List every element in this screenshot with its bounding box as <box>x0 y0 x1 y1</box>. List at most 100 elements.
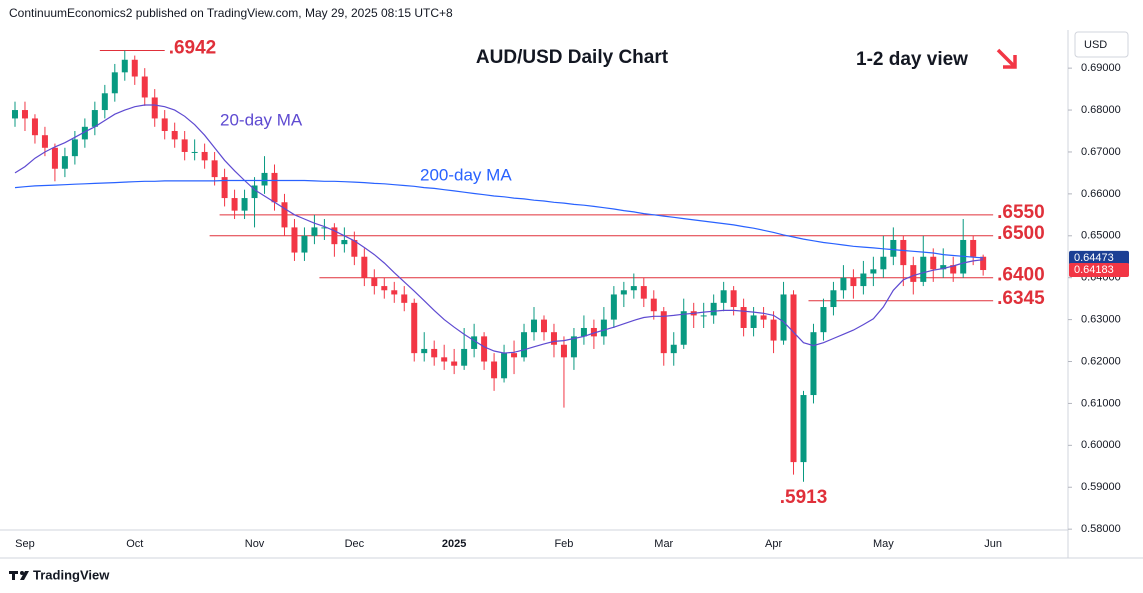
price-label: 0.64183 <box>1074 264 1114 276</box>
candle-body <box>710 302 717 316</box>
candle-body <box>191 151 198 153</box>
candle-body <box>540 319 547 333</box>
ma-line <box>14 104 984 354</box>
candle-body <box>51 147 58 169</box>
candle-body <box>121 59 128 73</box>
candle-body <box>890 239 897 257</box>
y-tick-label: 0.59000 <box>1081 481 1121 493</box>
candle-body <box>181 139 188 152</box>
candle-body <box>700 315 707 317</box>
candle-body <box>371 277 378 287</box>
price-label-box <box>1069 250 1129 265</box>
brand-logo <box>9 571 29 580</box>
candle-body <box>251 185 258 199</box>
price-label: 0.64473 <box>1074 252 1114 264</box>
candle-body <box>351 239 358 257</box>
candle-body <box>830 290 837 308</box>
candle-body <box>521 332 528 358</box>
candle-body <box>910 265 917 282</box>
publisher: ContinuumEconomics2 published on Trading… <box>9 6 453 20</box>
x-tick-label: Sep <box>15 538 35 550</box>
x-tick-label: Feb <box>554 538 573 550</box>
candle-body <box>590 327 597 337</box>
candle-body <box>930 256 937 270</box>
y-tick-label: 0.67000 <box>1081 146 1121 158</box>
candle-body <box>850 277 857 287</box>
candle-body <box>780 294 787 341</box>
candle-body <box>471 336 478 349</box>
candle-body <box>900 239 907 266</box>
candle-body <box>411 302 418 354</box>
candle-body <box>41 135 48 148</box>
candle-body <box>580 327 587 337</box>
candle-body <box>600 319 607 337</box>
x-tick-label: Nov <box>245 538 265 550</box>
candle-body <box>920 256 927 282</box>
candle-body <box>391 290 398 295</box>
level-label: .6942 <box>169 38 217 59</box>
candle-body <box>281 202 288 228</box>
candle-body <box>71 139 78 157</box>
candle-body <box>101 93 108 111</box>
candle-body <box>820 307 827 333</box>
candle-body <box>531 319 538 333</box>
currency: USD <box>1084 39 1107 51</box>
level-label: .6500 <box>997 223 1045 244</box>
candle-body <box>840 277 847 291</box>
y-tick-label: 0.63000 <box>1081 314 1121 326</box>
candle-body <box>810 332 817 396</box>
candle-body <box>421 348 428 354</box>
candle-body <box>111 72 118 94</box>
candle-body <box>11 110 18 119</box>
candle-body <box>610 294 617 320</box>
y-tick-label: 0.58000 <box>1081 523 1121 535</box>
candle-body <box>341 239 348 245</box>
candle-body <box>461 348 468 366</box>
candle-body <box>131 59 138 77</box>
candle-body <box>161 118 168 132</box>
candle-body <box>451 361 458 366</box>
candle-body <box>720 290 727 303</box>
candle-body <box>31 118 38 136</box>
candle-body <box>201 151 208 161</box>
candle-body <box>620 290 627 295</box>
candle-body <box>311 227 318 236</box>
level-label: .6400 <box>997 265 1045 286</box>
candle-body <box>361 256 368 278</box>
candle-body <box>640 286 647 299</box>
candle-body <box>221 177 228 199</box>
candle-body <box>501 353 508 379</box>
candle-body <box>790 294 797 463</box>
candle-body <box>21 110 28 119</box>
candle-body <box>441 357 448 362</box>
candle-body <box>81 126 88 140</box>
x-tick-label: Dec <box>345 538 365 550</box>
x-tick-label: Oct <box>126 538 143 550</box>
y-tick-label: 0.69000 <box>1081 62 1121 74</box>
candle-body <box>650 298 657 312</box>
y-tick-label: 0.60000 <box>1081 439 1121 451</box>
candle-body <box>91 110 98 127</box>
candle-body <box>61 156 68 169</box>
candle-body <box>570 336 577 358</box>
y-tick-label: 0.61000 <box>1081 397 1121 409</box>
candle-body <box>301 235 308 253</box>
candle-body <box>760 315 767 320</box>
candle-body <box>970 239 977 257</box>
candle-body <box>680 311 687 345</box>
candle-body <box>381 286 388 291</box>
candle-body <box>271 172 278 203</box>
candle-body <box>141 76 148 98</box>
brand: TradingView <box>33 567 110 582</box>
y-tick-label: 0.66000 <box>1081 188 1121 200</box>
candle-body <box>800 395 807 463</box>
y-tick-label: 0.65000 <box>1081 230 1121 242</box>
x-tick-label: Mar <box>654 538 673 550</box>
candle-body <box>481 336 488 362</box>
price-label-box <box>1069 263 1129 278</box>
candle-body <box>770 319 777 341</box>
candle-body <box>550 332 557 345</box>
chart-subtitle: 1-2 day view <box>856 49 968 70</box>
ma-line <box>14 179 984 259</box>
